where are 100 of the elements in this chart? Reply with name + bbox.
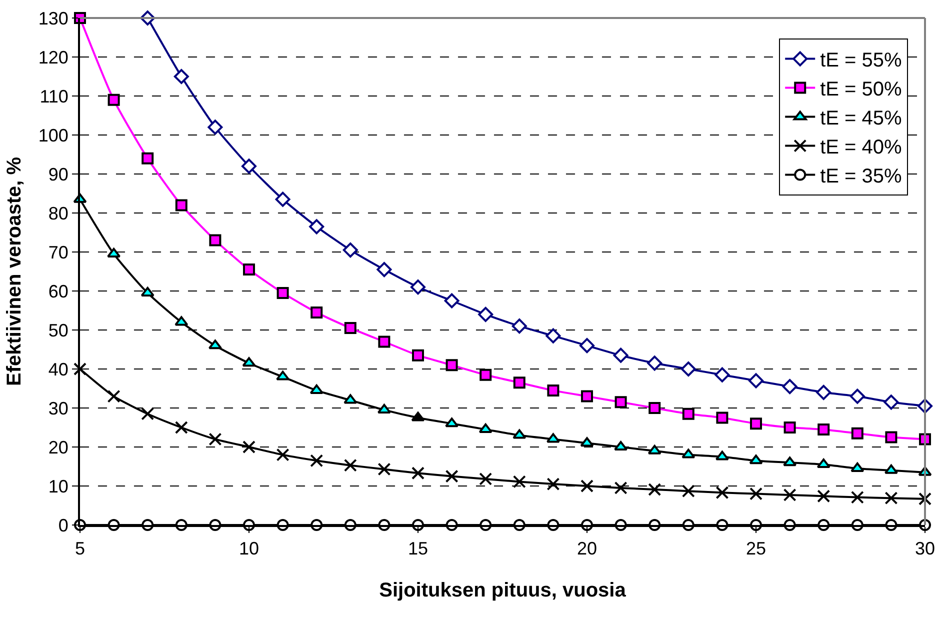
- y-tick-label: 20: [48, 437, 68, 458]
- point: [512, 475, 526, 488]
- y-tick-label: 50: [48, 320, 68, 340]
- point: [547, 384, 560, 396]
- point: [580, 338, 594, 354]
- point: [344, 394, 358, 404]
- point: [748, 373, 764, 388]
- point: [850, 462, 864, 472]
- point: [445, 470, 458, 483]
- point: [782, 379, 798, 394]
- y-tick-label: 40: [48, 359, 68, 380]
- legend-label: tE = 40%: [820, 136, 902, 159]
- point: [648, 483, 662, 496]
- x-tick-label: 30: [914, 538, 936, 559]
- point: [850, 490, 864, 504]
- point: [412, 466, 424, 480]
- legend-label: tE = 45%: [820, 108, 902, 130]
- point: [342, 242, 358, 258]
- point: [546, 478, 560, 491]
- point: [444, 293, 460, 308]
- point: [783, 488, 796, 502]
- point: [310, 454, 324, 468]
- point: [309, 219, 324, 234]
- point: [918, 492, 932, 506]
- point: [208, 340, 222, 350]
- point: [783, 456, 797, 466]
- point: [580, 437, 594, 447]
- point: [140, 286, 154, 296]
- point: [107, 248, 121, 258]
- point: [412, 349, 424, 362]
- point: [174, 69, 189, 84]
- point: [243, 264, 255, 276]
- point: [276, 286, 289, 299]
- point: [884, 464, 898, 474]
- point: [276, 370, 290, 380]
- y-tick-label: 80: [48, 203, 68, 224]
- point: [716, 412, 728, 424]
- point: [108, 94, 120, 106]
- legend-label: tE = 55%: [820, 50, 902, 72]
- point: [512, 429, 526, 439]
- point: [714, 367, 730, 382]
- point: [174, 421, 188, 434]
- x-tick-label: 25: [746, 538, 766, 559]
- legend-label: tE = 35%: [820, 166, 902, 188]
- point: [682, 484, 695, 498]
- point: [378, 462, 391, 476]
- point: [410, 280, 426, 295]
- point: [378, 336, 390, 348]
- point: [749, 454, 763, 464]
- point: [680, 362, 696, 376]
- point: [581, 390, 593, 402]
- point: [682, 408, 694, 420]
- point: [816, 384, 832, 400]
- point: [750, 487, 762, 500]
- point: [242, 357, 256, 367]
- x-tick-label: 20: [576, 538, 598, 559]
- y-tick-label: 60: [48, 281, 68, 302]
- point: [884, 492, 898, 505]
- point: [682, 448, 696, 458]
- point: [750, 418, 762, 430]
- point: [446, 359, 458, 372]
- point: [648, 444, 662, 454]
- point: [614, 481, 628, 494]
- point: [884, 394, 899, 410]
- x-tick-label: 5: [74, 538, 86, 559]
- point: [141, 407, 154, 420]
- point: [310, 306, 323, 318]
- x-tick-label: 10: [238, 538, 260, 559]
- point: [276, 448, 290, 462]
- point: [445, 418, 459, 428]
- point: [478, 423, 492, 433]
- point: [478, 306, 494, 322]
- point: [885, 431, 898, 444]
- point: [142, 152, 154, 164]
- point: [817, 490, 830, 503]
- point: [648, 402, 661, 414]
- point: [107, 390, 120, 403]
- point: [715, 450, 729, 460]
- y-tick-label: 130: [38, 8, 68, 28]
- point: [613, 348, 628, 363]
- y-tick-label: 70: [48, 242, 68, 262]
- point: [816, 458, 830, 468]
- point: [275, 192, 290, 207]
- y-tick-label: 0: [58, 515, 68, 536]
- y-tick-label: 10: [48, 476, 68, 496]
- point: [174, 316, 188, 326]
- point: [377, 404, 391, 414]
- point: [580, 480, 594, 492]
- point: [479, 472, 492, 486]
- legend-label: tE = 50%: [820, 78, 902, 101]
- y-tick-label: 120: [38, 47, 68, 68]
- point: [209, 234, 222, 246]
- x-tick-label: 15: [408, 538, 428, 559]
- point: [546, 328, 561, 344]
- point: [208, 432, 222, 446]
- point: [310, 384, 324, 394]
- y-tick-label: 30: [48, 398, 68, 418]
- point: [818, 423, 830, 436]
- point: [344, 458, 357, 472]
- point: [344, 322, 356, 334]
